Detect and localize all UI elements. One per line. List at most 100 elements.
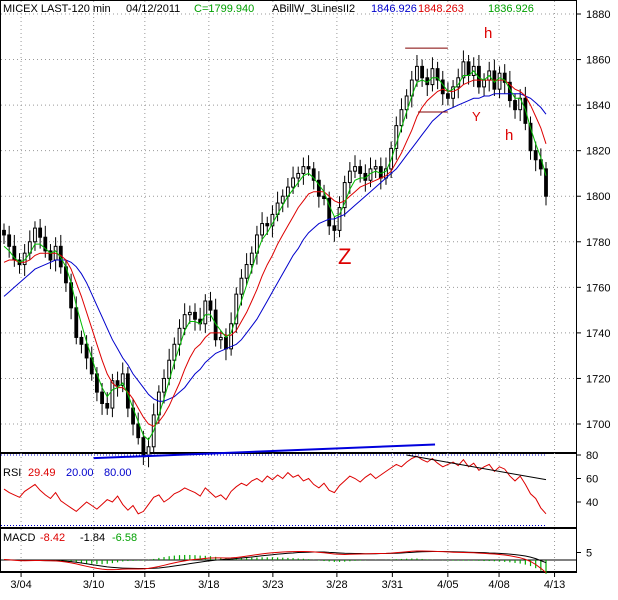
candle-body xyxy=(43,236,48,252)
candle-body xyxy=(353,166,357,172)
candle-body xyxy=(84,343,89,359)
macd-line xyxy=(3,550,547,573)
candle-body xyxy=(296,172,301,179)
candle-body xyxy=(373,166,378,170)
close-value: C=1799.940 xyxy=(194,3,254,15)
macd-series xyxy=(1,550,576,574)
candle-body xyxy=(48,250,53,261)
rsi-series xyxy=(1,454,547,526)
candle-body xyxy=(378,166,383,179)
candle-body xyxy=(105,403,110,409)
rsi-trendline xyxy=(406,454,547,481)
candle-body xyxy=(461,61,466,79)
pattern-annotations xyxy=(93,47,448,460)
candle-body xyxy=(440,79,445,95)
candle-body xyxy=(244,264,249,279)
candle-body xyxy=(172,343,177,361)
candle-body xyxy=(435,68,440,81)
candle-body xyxy=(120,373,125,386)
candle-body xyxy=(533,150,538,161)
macd-hist-value: -6.58 xyxy=(112,532,137,544)
candle-body xyxy=(177,327,182,345)
candle-body xyxy=(446,93,450,99)
price-tick-label: 1700 xyxy=(586,419,610,431)
price-tick-label: 1740 xyxy=(586,328,610,340)
candle-body xyxy=(208,300,213,311)
candle-body xyxy=(399,109,404,127)
candle-body xyxy=(141,437,146,457)
rsi-panel-frame xyxy=(0,453,577,528)
candle-body xyxy=(280,195,285,204)
rsi-level-high: 80.00 xyxy=(104,467,132,479)
candle-body xyxy=(182,314,187,329)
candle-body xyxy=(234,293,239,325)
candle-body xyxy=(513,100,517,111)
candle-body xyxy=(260,223,265,236)
rsi-level-low: 20.00 xyxy=(66,467,94,479)
candle-body xyxy=(249,252,254,266)
macd-tick-label: 5 xyxy=(586,548,592,560)
price-tick-label: 1800 xyxy=(586,191,610,203)
candle-body xyxy=(451,86,455,99)
date-tick-label: 3/10 xyxy=(83,579,104,591)
date-tick-label: 3/15 xyxy=(134,579,155,591)
ma-green-line xyxy=(3,70,547,441)
macd-value: -8.42 xyxy=(40,532,65,544)
axis-labels: 1700 1720 1740 1760 1780 1800 1820 1840 1860 1880… xyxy=(10,9,610,591)
candle-body xyxy=(497,72,502,90)
candle-body xyxy=(115,380,120,386)
date-tick-label: 4/13 xyxy=(544,579,565,591)
candle-body xyxy=(347,170,352,184)
annotation-y: Y xyxy=(472,109,481,124)
price-tick-label: 1860 xyxy=(586,55,610,67)
date-tick-label: 4/05 xyxy=(437,579,458,591)
candle-body xyxy=(301,166,306,174)
candle-body xyxy=(110,380,115,409)
candle-body xyxy=(265,223,270,227)
date-tick-label: 3/23 xyxy=(262,579,283,591)
candle-body xyxy=(224,336,228,350)
rsi-label: RSI xyxy=(3,467,21,479)
date-tick-label: 4/08 xyxy=(488,579,509,591)
chart-date: 04/12/2011 xyxy=(126,3,180,15)
annotation-z: Z xyxy=(338,244,351,269)
candle-body xyxy=(38,227,43,238)
candle-body xyxy=(311,168,316,181)
rsi-tick-label: 40 xyxy=(586,497,598,509)
candle-body xyxy=(203,300,208,325)
chart-title: MICEX LAST-120 min xyxy=(3,3,111,15)
macd-signal-value: -1.84 xyxy=(80,532,105,544)
candle-body xyxy=(306,166,311,170)
candle-body xyxy=(337,207,342,231)
candle-body xyxy=(332,225,337,231)
candle-body xyxy=(528,122,533,152)
candle-body xyxy=(482,79,486,88)
candle-body xyxy=(342,182,347,209)
price-tick-label: 1780 xyxy=(586,237,610,249)
candle-body xyxy=(502,72,507,83)
candle-body xyxy=(100,391,104,405)
ma-red-line xyxy=(3,79,547,427)
candle-body xyxy=(394,125,399,149)
price-tick-label: 1720 xyxy=(586,373,610,385)
annotation-h-right: h xyxy=(505,127,513,144)
ma-green-value: 1836.926 xyxy=(488,3,534,15)
price-panel-frame xyxy=(0,0,577,453)
candle-body xyxy=(79,336,84,345)
candle-body xyxy=(2,229,6,236)
indicator-name: ABillW_3LinesII2 xyxy=(272,3,355,15)
annotation-h-top: h xyxy=(484,25,492,42)
price-tick-label: 1820 xyxy=(586,146,610,158)
date-tick-label: 3/28 xyxy=(326,579,347,591)
macd-panel-frame xyxy=(0,528,577,572)
price-series xyxy=(2,50,548,468)
ma-red-value: 1848.263 xyxy=(418,3,464,15)
macd-label: MACD xyxy=(3,532,35,544)
price-tick-label: 1760 xyxy=(586,282,610,294)
candle-body xyxy=(33,227,37,243)
candle-body xyxy=(239,277,244,295)
candle-body xyxy=(7,234,12,247)
candle-body xyxy=(167,359,172,379)
grid-lines xyxy=(1,1,576,571)
